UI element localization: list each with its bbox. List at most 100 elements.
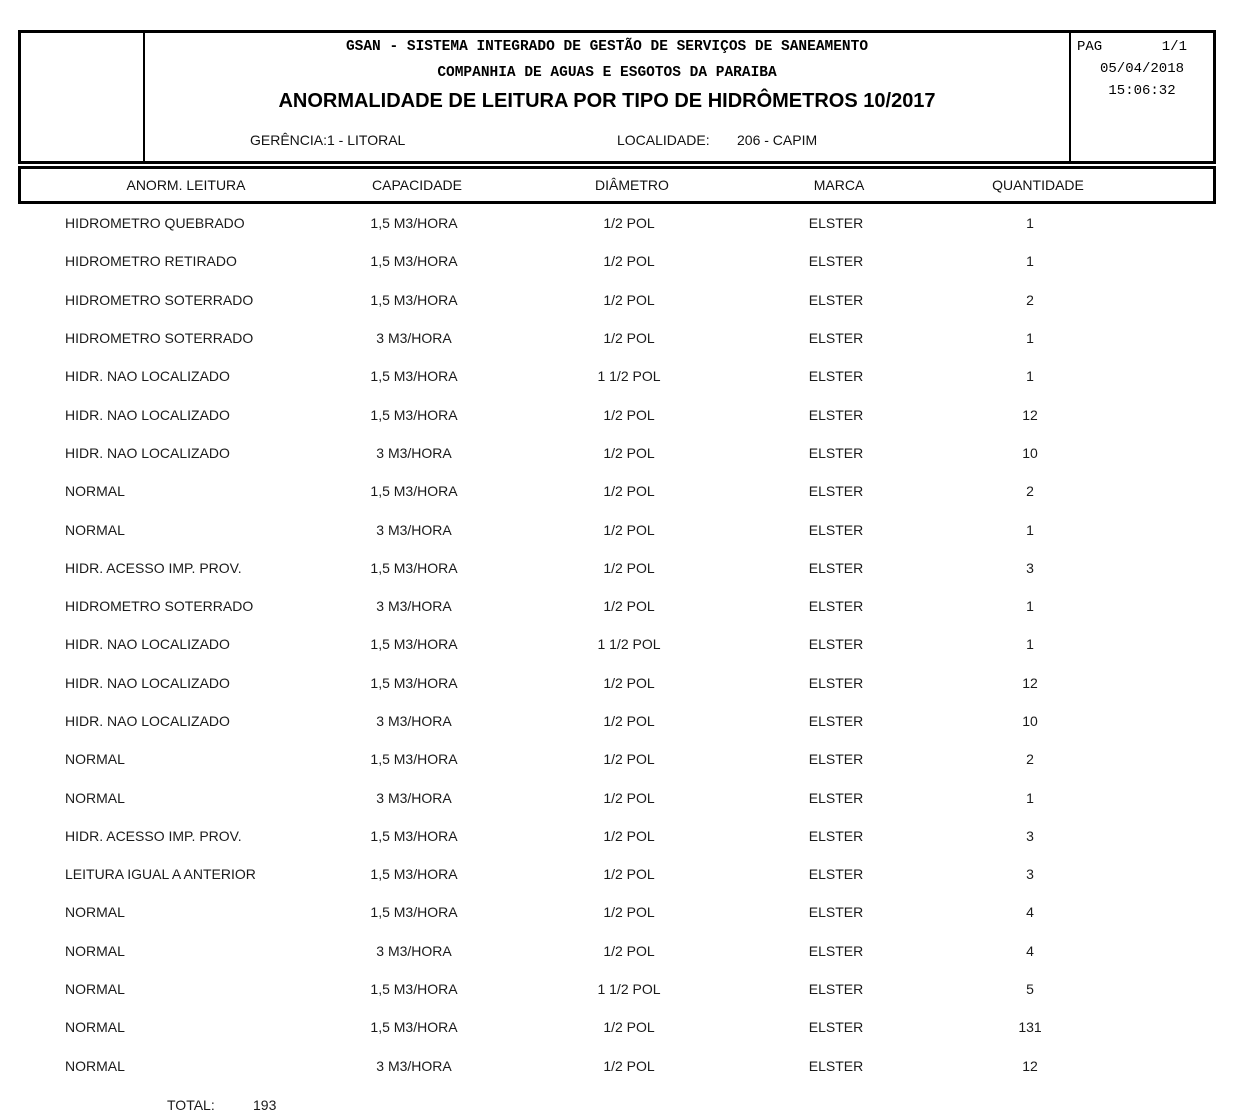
- localidade-label: LOCALIDADE:: [617, 132, 710, 148]
- table-cell: 1,5 M3/HORA: [370, 291, 458, 308]
- table-cell: 1,5 M3/HORA: [370, 253, 458, 270]
- table-cell: LEITURA IGUAL A ANTERIOR: [65, 866, 256, 883]
- column-header: DIÂMETRO: [595, 177, 669, 193]
- report-time: 15:06:32: [1108, 83, 1176, 99]
- table-cell: ELSTER: [808, 1057, 864, 1074]
- table-cell: 1,5 M3/HORA: [370, 981, 458, 998]
- table-cell: 10: [1022, 713, 1038, 729]
- table-cell: 1/2 POL: [603, 674, 655, 691]
- table-cell: 1,5 M3/HORA: [370, 406, 458, 423]
- company-name-line: COMPANHIA DE AGUAS E ESGOTOS DA PARAIBA: [437, 65, 777, 81]
- table-row: HIDR. ACESSO IMP. PROV. 1,5 M3/HORA 1/2 PO…: [18, 817, 1216, 855]
- table-cell: 1,5 M3/HORA: [370, 866, 458, 883]
- table-cell: ELSTER: [808, 215, 864, 232]
- table-cell: NORMAL: [65, 521, 125, 538]
- table-cell: HIDR. NAO LOCALIZADO: [65, 406, 230, 423]
- table-row: HIDR. NAO LOCALIZADO 1,5 M3/HORA 1 1/2 POL…: [18, 625, 1216, 663]
- table-cell: ELSTER: [808, 751, 864, 768]
- table-cell: HIDROMETRO SOTERRADO: [65, 291, 254, 308]
- table-cell: 1/2 POL: [603, 253, 655, 270]
- table-cell: HIDR. NAO LOCALIZADO: [65, 636, 230, 653]
- page-number: 1/1: [1161, 39, 1187, 55]
- total-label: TOTAL:: [167, 1097, 215, 1113]
- table-cell: 3 M3/HORA: [376, 713, 452, 729]
- table-cell: HIDROMETRO RETIRADO: [65, 253, 237, 270]
- table-cell: 1,5 M3/HORA: [370, 674, 458, 691]
- table-row: HIDROMETRO SOTERRADO 3 M3/HORA 1/2 POL ELST…: [18, 319, 1216, 357]
- table-cell: 1: [1026, 215, 1034, 232]
- table-row: HIDR. ACESSO IMP. PROV. 1,5 M3/HORA 1/2 PO…: [18, 549, 1216, 587]
- table-row: HIDR. NAO LOCALIZADO 3 M3/HORA 1/2 POL ELST…: [18, 434, 1216, 472]
- report-header: GSAN - SISTEMA INTEGRADO DE GESTÃO DE SE…: [18, 30, 1216, 164]
- table-header-row: ANORM. LEITURA CAPACIDADE DIÂMETRO MARCA QUA…: [18, 166, 1216, 204]
- table-cell: HIDROMETRO SOTERRADO: [65, 598, 254, 615]
- table-cell: 1,5 M3/HORA: [370, 751, 458, 768]
- table-cell: 1,5 M3/HORA: [370, 827, 458, 844]
- table-cell: ELSTER: [808, 406, 864, 423]
- table-cell: ELSTER: [808, 674, 864, 691]
- table-cell: ELSTER: [808, 636, 864, 653]
- gerencia-label: GERÊNCIA:: [250, 132, 328, 148]
- report-meta: GERÊNCIA: 1 - LITORAL LOCALIDADE: 206 - …: [145, 132, 1069, 150]
- table-cell: HIDROMETRO SOTERRADO: [65, 330, 254, 347]
- table-cell: 1/2 POL: [603, 291, 655, 308]
- table-cell: 1: [1026, 521, 1034, 538]
- table-cell: ELSTER: [808, 559, 864, 576]
- table-cell: 1/2 POL: [603, 559, 655, 576]
- table-cell: 3 M3/HORA: [376, 789, 452, 806]
- table-cell: 1/2 POL: [603, 330, 655, 347]
- table-cell: 4: [1026, 942, 1034, 959]
- table-cell: 1/2 POL: [603, 406, 655, 423]
- table-cell: 1 1/2 POL: [597, 368, 661, 385]
- table-row: NORMAL 1,5 M3/HORA 1/2 POL ELSTER 2: [18, 472, 1216, 510]
- table-cell: 1: [1026, 636, 1034, 653]
- table-cell: 3 M3/HORA: [376, 521, 452, 538]
- table-cell: 3 M3/HORA: [376, 598, 452, 615]
- table-cell: 1 1/2 POL: [597, 981, 661, 998]
- table-cell: 4: [1026, 904, 1034, 921]
- table-cell: 3 M3/HORA: [376, 444, 452, 461]
- table-cell: ELSTER: [808, 789, 864, 806]
- gerencia-value: 1 - LITORAL: [327, 132, 406, 148]
- table-cell: ELSTER: [808, 981, 864, 998]
- table-cell: 1,5 M3/HORA: [370, 215, 458, 232]
- table-cell: NORMAL: [65, 789, 125, 806]
- table-cell: NORMAL: [65, 942, 125, 959]
- table-cell: 1: [1026, 789, 1034, 806]
- table-cell: 1/2 POL: [603, 827, 655, 844]
- table-cell: HIDR. ACESSO IMP. PROV.: [65, 827, 242, 844]
- table-cell: 2: [1026, 483, 1034, 500]
- table-cell: 3: [1026, 827, 1034, 844]
- table-cell: NORMAL: [65, 981, 125, 998]
- table-cell: ELSTER: [808, 330, 864, 347]
- table-row: NORMAL 1,5 M3/HORA 1/2 POL ELSTER 131: [18, 1008, 1216, 1046]
- table-row: LEITURA IGUAL A ANTERIOR 1,5 M3/HORA 1/2 P…: [18, 855, 1216, 893]
- table-cell: HIDROMETRO QUEBRADO: [65, 215, 245, 232]
- table-cell: 1/2 POL: [603, 904, 655, 921]
- table-row: NORMAL 1,5 M3/HORA 1/2 POL ELSTER 4: [18, 893, 1216, 931]
- table-cell: NORMAL: [65, 1057, 125, 1074]
- table-row: HIDR. NAO LOCALIZADO 1,5 M3/HORA 1/2 POL EL…: [18, 395, 1216, 433]
- table-cell: 3 M3/HORA: [376, 942, 452, 959]
- page-indicator: PAG 1/1: [1071, 36, 1213, 58]
- column-header: MARCA: [813, 177, 865, 193]
- table-cell: ELSTER: [808, 598, 864, 615]
- table-cell: 10: [1022, 444, 1038, 461]
- table-cell: 12: [1022, 674, 1038, 691]
- table-cell: 2: [1026, 291, 1034, 308]
- table-cell: HIDR. NAO LOCALIZADO: [65, 368, 230, 385]
- table-cell: 5: [1026, 981, 1034, 998]
- table-cell: 1,5 M3/HORA: [370, 559, 458, 576]
- total-value: 193: [253, 1097, 277, 1113]
- table-row: HIDROMETRO QUEBRADO 1,5 M3/HORA 1/2 POL ELS…: [18, 204, 1216, 242]
- table-cell: 131: [1018, 1019, 1042, 1036]
- table-cell: 1/2 POL: [603, 1057, 655, 1074]
- table-cell: ELSTER: [808, 827, 864, 844]
- system-name-line: GSAN - SISTEMA INTEGRADO DE GESTÃO DE SE…: [345, 39, 869, 55]
- table-cell: 3 M3/HORA: [376, 330, 452, 347]
- table-cell: 3 M3/HORA: [376, 1057, 452, 1074]
- column-header: CAPACIDADE: [372, 177, 462, 193]
- table-cell: 1: [1026, 598, 1034, 615]
- localidade-value: 206 - CAPIM: [737, 132, 818, 148]
